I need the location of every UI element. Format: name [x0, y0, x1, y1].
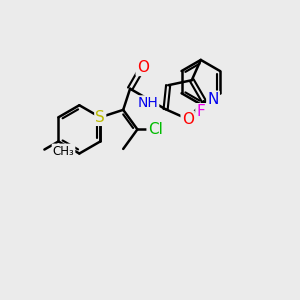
- Text: Cl: Cl: [148, 122, 163, 137]
- Text: F: F: [196, 104, 205, 119]
- Text: O: O: [137, 60, 149, 75]
- Text: N: N: [207, 92, 219, 107]
- Text: S: S: [95, 110, 105, 125]
- Text: O: O: [182, 112, 194, 127]
- Text: NH: NH: [137, 96, 158, 110]
- Text: CH₃: CH₃: [52, 145, 74, 158]
